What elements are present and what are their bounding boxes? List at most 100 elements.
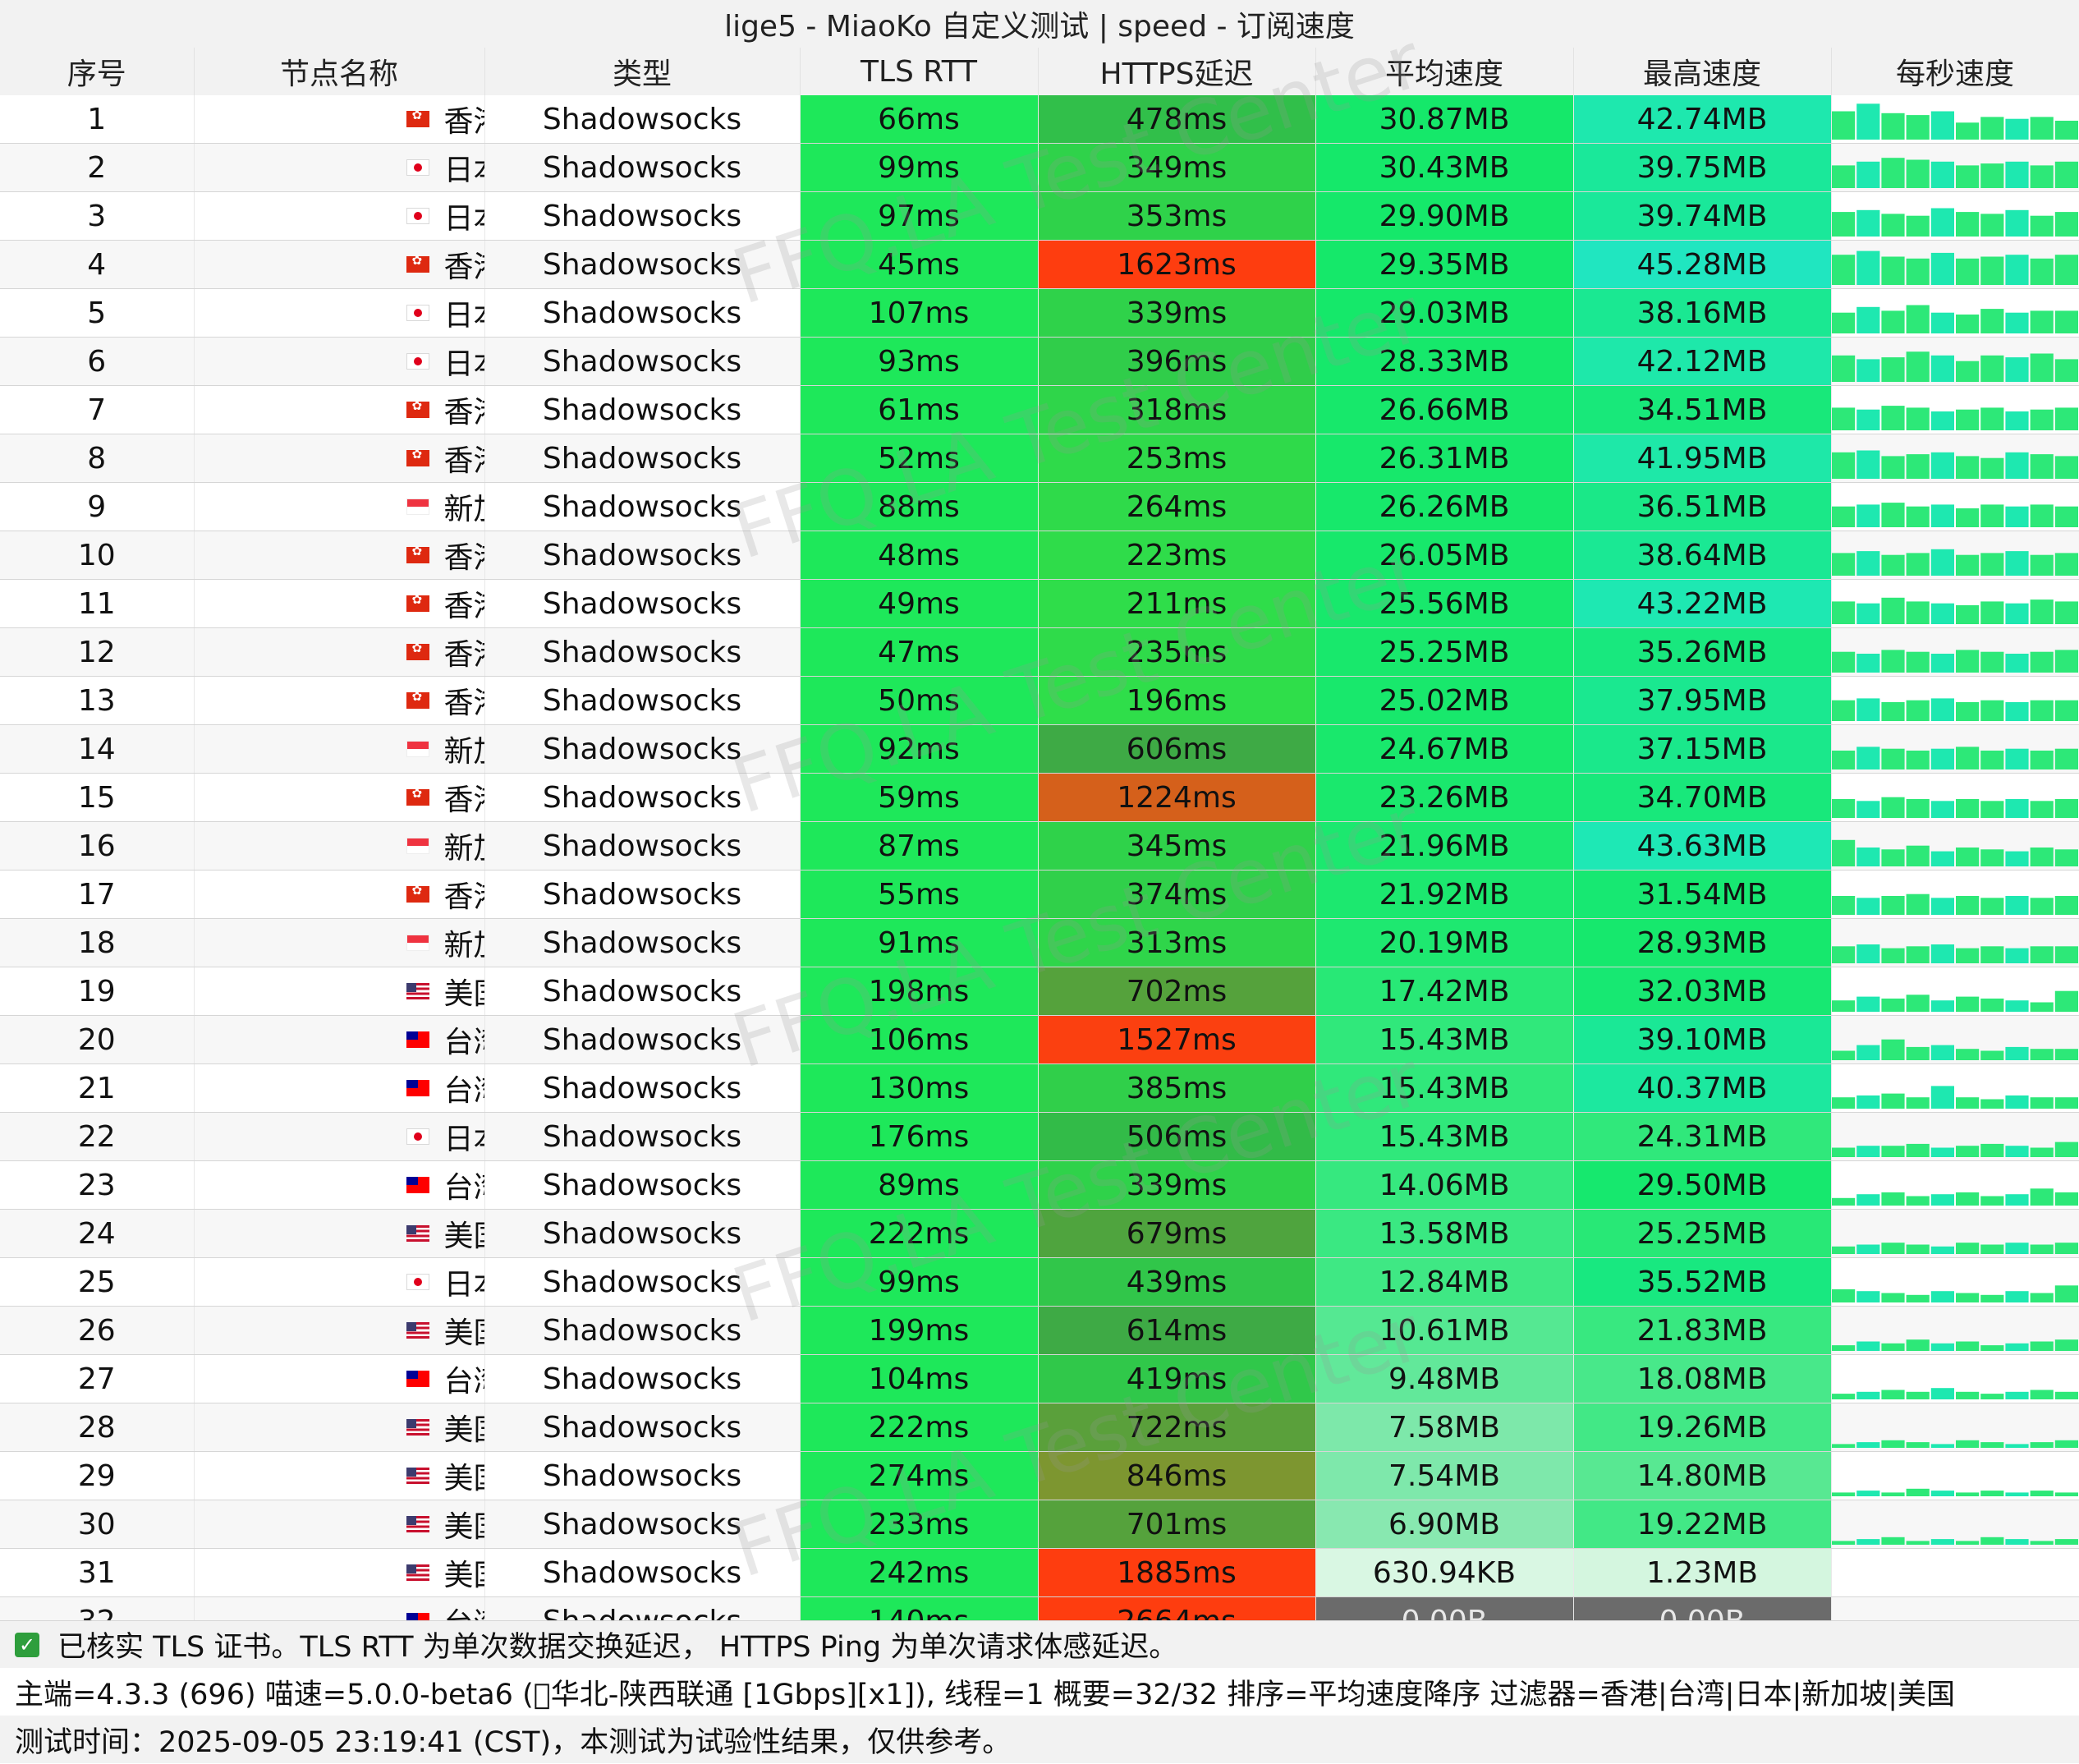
- avg-speed: 17.42MB: [1315, 967, 1574, 1016]
- table-row[interactable]: 9 新加坡 03Shadowsocks88ms264ms26.26MB36.51M…: [0, 482, 2079, 531]
- table-row[interactable]: 4 香港 09Shadowsocks45ms1623ms29.35MB45.28M…: [0, 240, 2079, 289]
- sparkline-bar: [1880, 702, 1905, 721]
- node-type: Shadowsocks: [484, 918, 801, 967]
- sparkline-bar: [2054, 553, 2078, 576]
- table-row[interactable]: 31 美国 04Shadowsocks242ms1885ms630.94KB1.2…: [0, 1548, 2079, 1597]
- speed-sparkline: [1831, 627, 2079, 677]
- table-row[interactable]: 17 香港 03Shadowsocks55ms374ms21.92MB31.54M…: [0, 870, 2079, 919]
- table-row[interactable]: 24 美国 05Shadowsocks222ms679ms13.58MB25.25…: [0, 1209, 2079, 1258]
- tls-rtt: 92ms: [800, 724, 1039, 774]
- tw-flag-icon: [406, 1371, 429, 1387]
- sparkline-bar: [1930, 1539, 1954, 1545]
- table-row[interactable]: 19 美国 07Shadowsocks198ms702ms17.42MB32.03…: [0, 967, 2079, 1016]
- sparkline-chart: [1832, 1549, 2079, 1596]
- max-speed: 37.15MB: [1573, 724, 1832, 774]
- avg-speed: 25.02MB: [1315, 676, 1574, 725]
- sparkline-chart: [1831, 1537, 2078, 1545]
- node-type: Shadowsocks: [484, 337, 801, 386]
- table-row[interactable]: 18 新加坡 01Shadowsocks91ms313ms20.19MB28.93…: [0, 918, 2079, 967]
- tls-rtt: 176ms: [800, 1112, 1039, 1161]
- https-latency: 478ms: [1038, 95, 1316, 144]
- header-node-name[interactable]: 节点名称: [194, 48, 485, 95]
- header-per-second-speed[interactable]: 每秒速度: [1831, 48, 2079, 95]
- table-row[interactable]: 11 香港 05Shadowsocks49ms211ms25.56MB43.22M…: [0, 579, 2079, 628]
- sparkline-bar: [1880, 948, 1905, 963]
- table-row[interactable]: 30 美国 03Shadowsocks233ms701ms6.90MB19.22M…: [0, 1500, 2079, 1549]
- row-index: 27: [0, 1354, 195, 1403]
- table-row[interactable]: 13 香港 04Shadowsocks50ms196ms25.02MB37.95M…: [0, 676, 2079, 725]
- sparkline-chart: [1831, 990, 2078, 1012]
- table-row[interactable]: 26 美国 02Shadowsocks199ms614ms10.61MB21.83…: [0, 1306, 2079, 1355]
- table-row[interactable]: 15 香港 02Shadowsocks59ms1224ms23.26MB34.70…: [0, 773, 2079, 822]
- table-row[interactable]: 20 台湾 03Shadowsocks106ms1527ms15.43MB39.1…: [0, 1015, 2079, 1064]
- table-row[interactable]: 22 日本 06Shadowsocks176ms506ms15.43MB24.31…: [0, 1112, 2079, 1161]
- table-row[interactable]: 29 美国 06Shadowsocks274ms846ms7.54MB14.80M…: [0, 1451, 2079, 1500]
- table-row[interactable]: 5 日本 02Shadowsocks107ms339ms29.03MB38.16M…: [0, 288, 2079, 338]
- table-row[interactable]: 25 日本 05Shadowsocks99ms439ms12.84MB35.52M…: [0, 1257, 2079, 1307]
- sparkline-bar: [1831, 751, 1855, 769]
- header-avg-speed[interactable]: 平均速度: [1315, 48, 1574, 95]
- node-name-cell: 香港 08: [194, 95, 485, 144]
- table-row[interactable]: 28 美国 01Shadowsocks222ms722ms7.58MB19.26M…: [0, 1403, 2079, 1452]
- table-row[interactable]: 23 台湾 01Shadowsocks89ms339ms14.06MB29.50M…: [0, 1160, 2079, 1210]
- sparkline-bar: [1906, 1442, 1930, 1448]
- max-speed: 31.54MB: [1573, 870, 1832, 919]
- sparkline-bar: [1955, 1541, 1979, 1545]
- max-speed: 1.23MB: [1573, 1548, 1832, 1597]
- sparkline-bar: [1955, 896, 1979, 915]
- table-row[interactable]: 27 台湾 02Shadowsocks104ms419ms9.48MB18.08M…: [0, 1354, 2079, 1403]
- tls-rtt: 222ms: [800, 1209, 1039, 1258]
- sparkline-bar: [1955, 1492, 1979, 1496]
- table-row[interactable]: 16 新加坡 04Shadowsocks87ms345ms21.96MB43.63…: [0, 821, 2079, 871]
- sparkline-bar: [2054, 161, 2078, 188]
- tls-rtt: 55ms: [800, 870, 1039, 919]
- header-type[interactable]: 类型: [484, 48, 801, 95]
- https-latency: 339ms: [1038, 1160, 1316, 1210]
- header-https-latency[interactable]: HTTPS延迟: [1038, 48, 1316, 95]
- sparkline-bar: [2004, 551, 2029, 576]
- results-body: 1香港 08Shadowsocks66ms478ms30.87MB42.74MB…: [0, 95, 2079, 1646]
- header-max-speed[interactable]: 最高速度: [1573, 48, 1832, 95]
- sparkline-bar: [1831, 553, 1855, 576]
- row-index: 15: [0, 773, 195, 822]
- sparkline-bar: [1880, 998, 1905, 1012]
- node-name-cell: 香港 01: [194, 531, 485, 580]
- sparkline-bar: [1906, 1391, 1930, 1399]
- table-row[interactable]: 21 台湾 05Shadowsocks130ms385ms15.43MB40.37…: [0, 1063, 2079, 1113]
- max-speed: 14.80MB: [1573, 1451, 1832, 1500]
- node-name-cell: 新加坡 01: [194, 918, 485, 967]
- node-type: Shadowsocks: [484, 967, 801, 1016]
- sparkline-bar: [1906, 1046, 1930, 1060]
- table-row[interactable]: 10 香港 01Shadowsocks48ms223ms26.05MB38.64M…: [0, 531, 2079, 580]
- sparkline-chart: [1831, 650, 2078, 673]
- avg-speed: 6.90MB: [1315, 1500, 1574, 1549]
- sparkline-bar: [1930, 1444, 1954, 1448]
- node-type: Shadowsocks: [484, 1160, 801, 1210]
- sparkline-bar: [1930, 698, 1954, 721]
- header-index[interactable]: 序号: [0, 48, 195, 95]
- table-row[interactable]: 14 新加坡 02Shadowsocks92ms606ms24.67MB37.15…: [0, 724, 2079, 774]
- sparkline-bar: [1930, 411, 1954, 430]
- sparkline-bar: [2004, 357, 2029, 382]
- sparkline-bar: [1906, 651, 1930, 673]
- sparkline-bar: [2030, 1293, 2054, 1302]
- sparkline-bar: [2054, 650, 2078, 673]
- sparkline-bar: [1831, 407, 1855, 430]
- node-name-cell: 台湾 01: [194, 1160, 485, 1210]
- node-name: 日本 05: [443, 1268, 484, 1302]
- sparkline-bar: [1880, 158, 1905, 188]
- table-row[interactable]: 12 香港 07Shadowsocks47ms235ms25.25MB35.26M…: [0, 627, 2079, 677]
- row-index: 16: [0, 821, 195, 871]
- sparkline-bar: [1856, 603, 1879, 624]
- header-tls-rtt[interactable]: TLS RTT: [800, 48, 1039, 95]
- node-name-cell: 美国 05: [194, 1209, 485, 1258]
- sparkline-bar: [2004, 948, 2029, 963]
- sparkline-bar: [1955, 508, 1979, 527]
- node-name: 香港 04: [443, 687, 484, 720]
